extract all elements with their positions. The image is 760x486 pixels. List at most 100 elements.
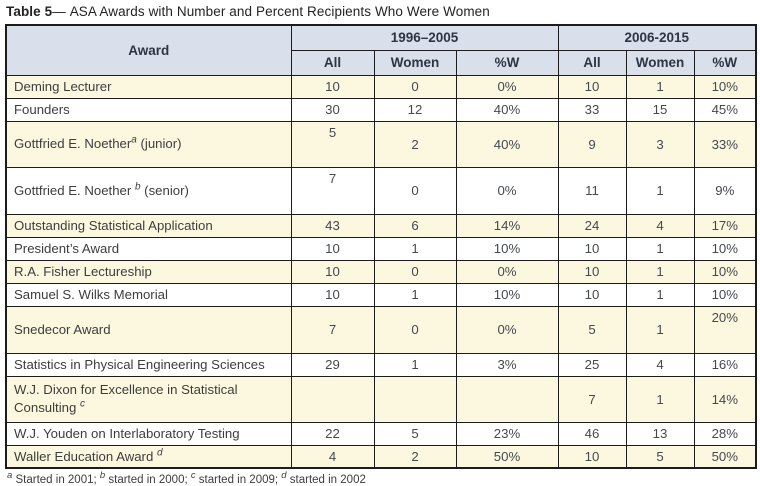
value-cell: 2 [373,444,457,469]
value-cell: 1 [625,236,695,261]
value-cell [455,375,559,423]
value-cell: 5 [373,421,457,446]
value-cell: 17% [693,213,757,238]
awards-table: Award 1996–2005 2006-2015 All Women %W All W… [5,24,758,470]
value-cell: 10 [290,259,375,284]
award-name-cell: Waller Education Award d [5,444,292,469]
value-cell: 5 [557,305,627,354]
value-cell: 1 [625,166,695,215]
value-cell: 10% [693,259,757,284]
subheader-women-2006-2015: Women [625,49,695,76]
award-name-cell: Samuel S. Wilks Memorial [5,282,292,307]
value-cell: 10 [557,259,627,284]
value-cell: 0% [455,259,559,284]
value-cell: 14% [455,213,559,238]
value-cell: 4 [625,352,695,377]
value-cell: 1 [373,282,457,307]
value-cell: 10% [693,74,757,99]
value-cell: 13 [625,421,695,446]
value-cell: 2 [373,120,457,168]
award-name-cell: Founders [5,97,292,122]
value-cell: 33 [557,97,627,122]
award-name-cell: W.J. Youden on Interlaboratory Testing [5,421,292,446]
value-cell: 0% [455,305,559,354]
footnote-marker: a [131,134,137,146]
footnote: a Started in 2001; b started in 2000; c … [7,470,366,486]
table-row: Gottfried E. Noether b (senior) 7 0 0% 11 1 9% [5,166,757,215]
table-row: Snedecor Award 7 0 0% 5 1 20% [5,305,757,354]
value-cell: 46 [557,421,627,446]
value-cell: 5 [290,120,375,168]
award-name-cell: R.A. Fisher Lectureship [5,259,292,284]
value-cell: 12 [373,97,457,122]
table-row: W.J. Dixon for Excellence in Statistical… [5,375,757,423]
value-cell: 43 [290,213,375,238]
value-cell: 10 [290,282,375,307]
value-cell: 40% [455,120,559,168]
value-cell: 24 [557,213,627,238]
footnote-marker: a [7,470,13,482]
award-name-cell: Snedecor Award [5,305,292,354]
value-cell: 9 [557,120,627,168]
value-cell: 10% [455,282,559,307]
value-cell: 0% [455,74,559,99]
value-cell: 0 [373,259,457,284]
value-cell: 14% [693,375,757,423]
table-row: W.J. Youden on Interlaboratory Testing 22… [5,421,757,446]
footnote-marker: c [79,398,85,410]
value-cell: 5 [625,444,695,469]
period-header-row: Award 1996–2005 2006-2015 [5,24,757,76]
value-cell: 28% [693,421,757,446]
value-cell: 10 [557,74,627,99]
award-name-cell: Gottfried E. Noethera (junior) [5,120,292,168]
value-cell: 1 [625,282,695,307]
table-row: Gottfried E. Noethera (junior) 5 2 40% 9 3 33% [5,120,757,168]
subheader-all-1996-2005: All [290,49,375,76]
value-cell: 7 [290,305,375,354]
period-header-2006-2015: 2006-2015 [557,24,757,51]
table-row: Deming Lecturer 10 0 0% 10 1 10% [5,74,757,99]
value-cell: 0 [373,166,457,215]
value-cell: 10% [693,236,757,261]
footnote-marker: c [190,470,196,482]
value-cell: 1 [373,236,457,261]
table-row: Samuel S. Wilks Memorial 10 1 10% 10 1 10% [5,282,757,307]
table-header: Award 1996–2005 2006-2015 All Women %W All W… [5,24,757,76]
value-cell: 10 [557,444,627,469]
subheader-pctw-2006-2015: %W [693,49,757,76]
value-cell: 0 [373,305,457,354]
footnote-marker: b [99,470,106,482]
table-body: Deming Lecturer 10 0 0% 10 1 10% Founders 30 12 40… [5,74,757,469]
value-cell: 10% [455,236,559,261]
award-name-cell: Outstanding Statistical Application [5,213,292,238]
value-cell: 40% [455,97,559,122]
value-cell: 30 [290,97,375,122]
award-name-cell: Statistics in Physical Engineering Scien… [5,352,292,377]
value-cell [290,375,375,423]
value-cell: 33% [693,120,757,168]
value-cell: 4 [625,213,695,238]
value-cell: 45% [693,97,757,122]
award-name-cell: Gottfried E. Noether b (senior) [5,166,292,215]
value-cell: 0 [373,74,457,99]
value-cell: 6 [373,213,457,238]
value-cell: 10 [557,236,627,261]
value-cell [373,375,457,423]
value-cell: 15 [625,97,695,122]
value-cell: 4 [290,444,375,469]
table-row: Waller Education Award d 4 2 50% 10 5 50% [5,444,757,469]
subheader-women-1996-2005: Women [373,49,457,76]
value-cell: 3 [625,120,695,168]
value-cell: 23% [455,421,559,446]
value-cell: 11 [557,166,627,215]
table-row: Statistics in Physical Engineering Scien… [5,352,757,377]
value-cell: 50% [693,444,757,469]
value-cell: 1 [625,305,695,354]
award-name-cell: W.J. Dixon for Excellence in Statistical… [5,375,292,423]
title-dash: — [52,4,66,19]
table-title-text: ASA Awards with Number and Percent Recip… [69,4,490,19]
table-row: President’s Award 10 1 10% 10 1 10% [5,236,757,261]
footnote-marker: b [134,181,141,193]
value-cell: 22 [290,421,375,446]
